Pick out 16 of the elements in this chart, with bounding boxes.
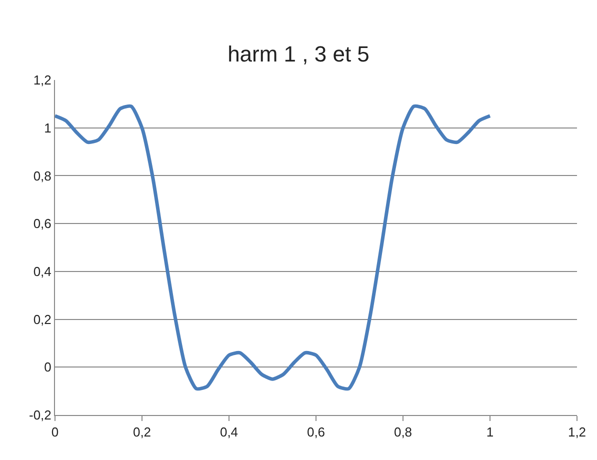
y-tick-label: -0,2 [28,408,52,423]
x-tick-label: 1 [486,424,494,440]
x-tick-label: 0,8 [394,424,412,440]
y-tick-label: 1 [44,120,52,136]
line-series [55,104,492,390]
chart-title: harm 1 , 3 et 5 [228,41,370,66]
y-tick-label: 0 [44,360,52,375]
y-tick-label: 0,4 [33,264,52,279]
x-tick-label: 0,4 [220,424,238,440]
y-tick-label: 0,2 [33,312,52,327]
x-tick-label: 0,2 [132,424,152,440]
x-tick-label: 1,2 [568,424,586,440]
x-tick-label: 0,6 [306,424,326,440]
y-tick-label: 0,6 [33,216,52,232]
y-tick-label: 0,8 [33,168,52,184]
y-tick-label: 1,2 [33,72,52,88]
